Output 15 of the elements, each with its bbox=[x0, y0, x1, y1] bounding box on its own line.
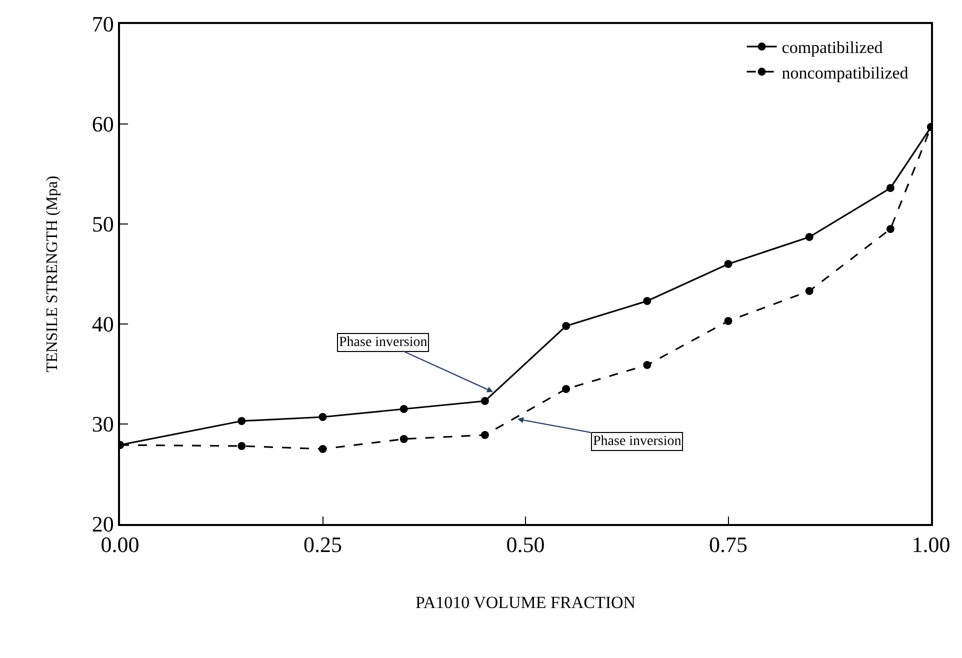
y-tick-label: 30 bbox=[92, 412, 114, 437]
x-tick-label: 1.00 bbox=[912, 532, 950, 558]
x-tick-label: 0.50 bbox=[506, 532, 545, 558]
x-tick-label: 0.75 bbox=[709, 532, 748, 558]
legend-label: compatibilized bbox=[782, 38, 884, 58]
y-tick-label: 70 bbox=[92, 12, 114, 37]
y-tick-label: 40 bbox=[92, 312, 114, 337]
x-tick-label: 0.25 bbox=[304, 532, 342, 558]
legend-label: noncompatibilized bbox=[782, 63, 909, 82]
y-axis-title: TENSILE STRENGTH (Mpa) bbox=[44, 176, 62, 372]
annotation: Phase inversion bbox=[339, 335, 428, 350]
y-tick-label: 50 bbox=[92, 212, 114, 237]
x-axis-title: PA1010 VOLUME FRACTION bbox=[415, 593, 636, 612]
annotation: Phase inversion bbox=[593, 434, 682, 449]
y-tick-label: 60 bbox=[92, 112, 114, 137]
